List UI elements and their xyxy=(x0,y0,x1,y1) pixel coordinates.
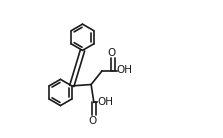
Text: O: O xyxy=(107,48,116,58)
Text: OH: OH xyxy=(117,65,133,75)
Text: OH: OH xyxy=(97,97,113,107)
Text: O: O xyxy=(88,116,97,126)
